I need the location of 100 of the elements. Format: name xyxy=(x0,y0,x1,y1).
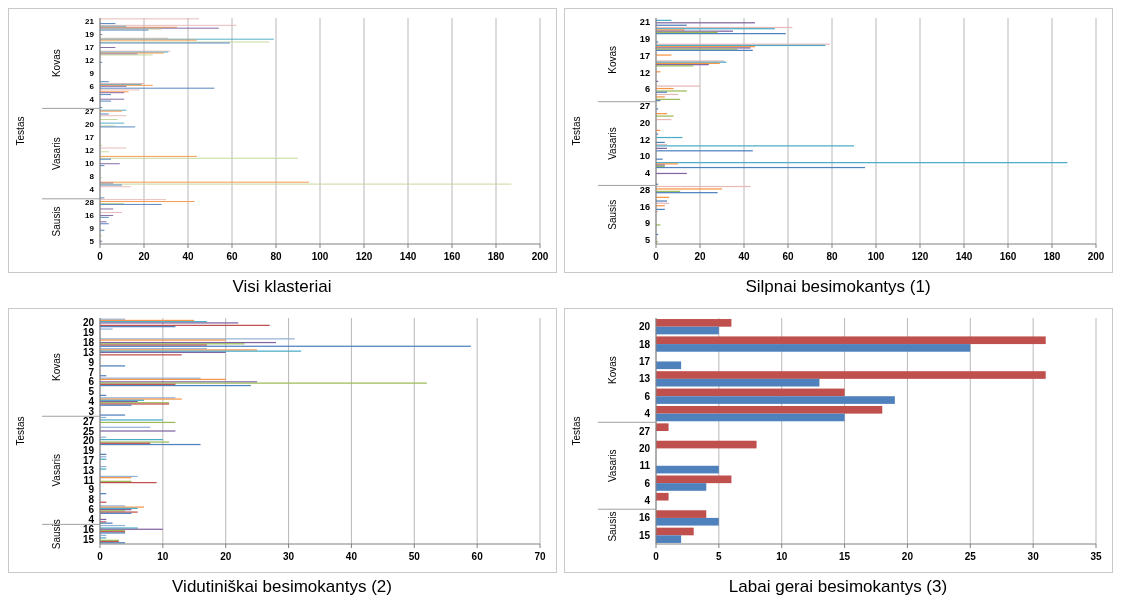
y-tick-label: 27 xyxy=(85,107,95,117)
text: Vasaris xyxy=(51,137,62,170)
text: Visi klasteriai xyxy=(232,277,332,296)
x-tick-label: 140 xyxy=(955,251,973,262)
y-tick-label: 9 xyxy=(644,218,650,229)
x-tick-label: 40 xyxy=(738,251,750,262)
y-tick-label: 17 xyxy=(82,454,95,466)
y-tick-label: 8 xyxy=(89,172,95,181)
y-tick-label: 21 xyxy=(85,17,95,27)
y-tick-label: 8 xyxy=(88,494,95,506)
y-tick-label: 18 xyxy=(638,338,651,350)
y-tick-label: 16 xyxy=(639,201,650,212)
y-tick-label: 10 xyxy=(639,151,650,162)
text: Sausis xyxy=(51,206,62,237)
y-tick-label: 4 xyxy=(88,513,95,525)
y-tick-label: 4 xyxy=(644,495,651,507)
y-tick-label: 17 xyxy=(639,50,650,61)
y-tick-label: 9 xyxy=(88,356,95,368)
x-tick-label: 15 xyxy=(839,551,851,562)
x-tick-label: 100 xyxy=(867,251,885,262)
y-tick-label: 5 xyxy=(644,235,650,246)
y-tick-label: 4 xyxy=(644,408,651,420)
x-tick-label: 20 xyxy=(901,551,914,562)
y-tick-label: 12 xyxy=(85,55,95,65)
y-tick-label: 4 xyxy=(644,168,651,179)
text: Silpnai besimokantys (1) xyxy=(745,277,931,296)
y-tick-label: 12 xyxy=(85,146,95,156)
x-tick-label: 5 xyxy=(716,551,723,562)
y-tick-label: 6 xyxy=(88,504,95,516)
y-tick-label: 19 xyxy=(85,29,95,39)
y-tick-label: 16 xyxy=(638,512,651,524)
x-tick-label: 160 xyxy=(443,251,461,262)
text: Vasaris xyxy=(607,127,618,160)
y-tick-label: 13 xyxy=(638,373,651,385)
text: Sausis xyxy=(51,519,62,550)
y-tick-label: 4 xyxy=(89,184,95,194)
y-axis-title: Testas xyxy=(15,116,26,146)
x-tick-label: 30 xyxy=(283,551,295,562)
y-tick-label: 5 xyxy=(89,236,95,246)
x-tick-label: 60 xyxy=(471,551,484,562)
y-axis-title: Testas xyxy=(571,116,582,146)
y-tick-label: 17 xyxy=(85,42,95,52)
x-tick-label: 120 xyxy=(355,251,373,262)
x-tick-label: 20 xyxy=(220,551,232,562)
y-tick-label: 12 xyxy=(639,134,650,145)
y-tick-label: 9 xyxy=(89,223,95,233)
y-tick-label: 6 xyxy=(644,84,650,95)
x-tick-label: 180 xyxy=(487,251,505,262)
y-tick-label: 4 xyxy=(88,396,95,408)
y-tick-label: 7 xyxy=(88,366,95,378)
text: Sausis xyxy=(607,199,618,230)
y-tick-label: 6 xyxy=(644,390,651,402)
text: Vasaris xyxy=(607,449,618,483)
y-tick-label: 27 xyxy=(638,425,651,437)
x-tick-label: 50 xyxy=(408,551,421,562)
text: Sausis xyxy=(607,511,618,542)
x-tick-label: 80 xyxy=(270,251,282,262)
y-tick-label: 17 xyxy=(638,355,651,367)
x-tick-label: 40 xyxy=(182,251,194,262)
y-tick-label: 3 xyxy=(88,405,95,417)
x-tick-label: 60 xyxy=(782,251,794,262)
y-tick-label: 20 xyxy=(638,321,651,333)
text: Kovas xyxy=(607,45,618,74)
y-tick-label: 12 xyxy=(639,67,650,78)
x-tick-label: 30 xyxy=(1027,551,1040,562)
x-tick-label: 70 xyxy=(534,551,546,562)
x-tick-label: 0 xyxy=(653,251,660,262)
x-tick-label: 0 xyxy=(653,551,660,562)
text: Vasaris xyxy=(51,454,62,487)
text: Kovas xyxy=(51,353,62,382)
y-tick-label: 13 xyxy=(82,346,95,358)
y-tick-label: 17 xyxy=(85,133,95,143)
y-tick-label: 20 xyxy=(85,120,95,130)
x-tick-label: 25 xyxy=(964,551,977,562)
x-tick-label: 10 xyxy=(157,551,169,562)
y-tick-label: 27 xyxy=(639,101,650,112)
y-tick-label: 5 xyxy=(88,386,95,398)
y-tick-label: 19 xyxy=(82,445,95,457)
y-tick-label: 20 xyxy=(82,435,95,447)
y-tick-label: 28 xyxy=(639,184,650,195)
y-tick-label: 25 xyxy=(82,425,95,437)
y-tick-label: 6 xyxy=(88,376,95,388)
y-tick-label: 13 xyxy=(82,464,95,476)
y-tick-label: 19 xyxy=(82,327,95,339)
y-tick-label: 15 xyxy=(638,529,651,541)
y-tick-label: 10 xyxy=(85,159,95,169)
text: Labai gerai besimokantys (3) xyxy=(728,577,948,596)
x-tick-label: 10 xyxy=(776,551,788,562)
y-tick-label: 20 xyxy=(639,117,650,128)
y-tick-label: 6 xyxy=(644,477,651,489)
x-tick-label: 140 xyxy=(399,251,417,262)
y-tick-label: 6 xyxy=(89,81,95,91)
text: Kovas xyxy=(607,356,618,385)
y-tick-label: 9 xyxy=(88,484,95,496)
x-tick-label: 160 xyxy=(999,251,1017,262)
y-tick-label: 16 xyxy=(85,210,95,220)
text: Vidutiniškai besimokantys (2) xyxy=(172,577,392,596)
x-tick-label: 200 xyxy=(1087,251,1105,262)
x-tick-label: 180 xyxy=(1043,251,1061,262)
x-tick-label: 35 xyxy=(1090,551,1102,562)
